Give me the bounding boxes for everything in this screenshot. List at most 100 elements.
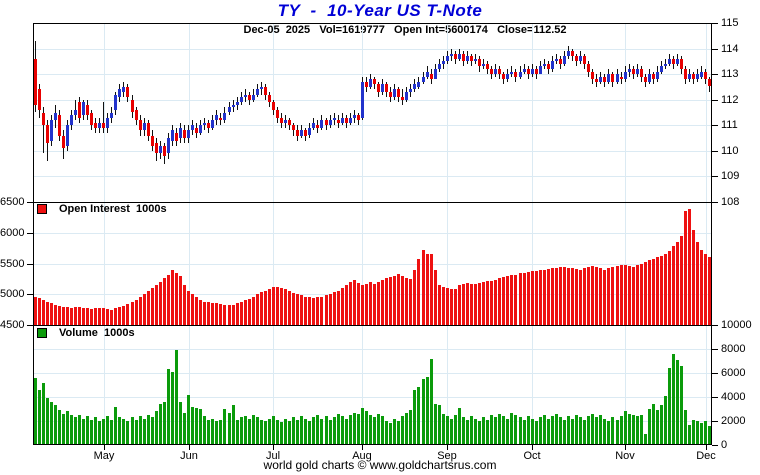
- oi-bar: [191, 294, 194, 325]
- candle-up: [523, 69, 526, 72]
- oi-bar: [219, 304, 222, 325]
- oi-bar: [551, 268, 554, 325]
- volume-bar: [531, 418, 534, 445]
- candle-up: [300, 130, 303, 136]
- open-interest-legend-swatch: [37, 204, 47, 214]
- oi-bar: [490, 280, 493, 325]
- volume-bar: [240, 417, 243, 445]
- candle-up: [664, 63, 667, 67]
- candle-down: [514, 71, 517, 77]
- oi-bar: [700, 249, 703, 325]
- candle-down: [385, 84, 388, 93]
- candle-down: [454, 53, 457, 59]
- oi-bar: [151, 288, 154, 325]
- candle-wick: [475, 53, 476, 64]
- candle-up: [361, 81, 364, 118]
- month-axis-label: Jun: [180, 450, 198, 462]
- candle-down: [131, 99, 134, 113]
- volume-bar: [82, 418, 85, 445]
- volume-bar: [688, 424, 691, 445]
- candle-up: [599, 76, 602, 82]
- oi-bar: [90, 309, 93, 325]
- volume-bar: [502, 416, 505, 445]
- oi-bar: [571, 268, 574, 325]
- volume-bar: [696, 421, 699, 445]
- volume-bar: [680, 365, 683, 445]
- volume-axis-tick: [712, 397, 718, 398]
- quote-info-line: Dec-05 2025 Vol=1619777 Open Int=5600174…: [243, 24, 567, 36]
- volume-bar: [203, 416, 206, 445]
- price-gridline: [33, 176, 712, 177]
- oi-bar: [288, 291, 291, 325]
- oi-bar: [628, 265, 631, 325]
- candle-down: [575, 56, 578, 62]
- oi-axis-tick: [27, 233, 33, 234]
- month-axis-label: Aug: [352, 450, 372, 462]
- volume-legend-swatch: [37, 328, 47, 338]
- candle-down: [591, 71, 594, 80]
- oi-bar: [236, 303, 239, 325]
- month-axis-tick: [273, 445, 274, 450]
- oi-bar: [163, 278, 166, 325]
- candle-down: [42, 112, 45, 126]
- oi-bar: [240, 301, 243, 325]
- volume-bar: [656, 410, 659, 445]
- volume-bar: [510, 412, 513, 445]
- month-axis-tick: [532, 445, 533, 450]
- volume-bar: [446, 416, 449, 445]
- volume-bar: [163, 401, 166, 445]
- price-axis-tick: [712, 23, 718, 24]
- oi-bar: [510, 275, 513, 325]
- oi-bar: [466, 283, 469, 325]
- volume-bar: [38, 389, 41, 445]
- oi-bar: [603, 269, 606, 325]
- price-axis-tick: [712, 100, 718, 101]
- volume-bar: [543, 415, 546, 445]
- open-interest-legend-label: Open Interest 1000s: [59, 203, 167, 215]
- candle-down: [535, 69, 538, 75]
- oi-bar: [329, 294, 332, 325]
- oi-bar: [183, 285, 186, 325]
- volume-bar: [312, 417, 315, 445]
- panel-separator: [33, 202, 712, 203]
- volume-bar: [450, 418, 453, 445]
- candle-down: [94, 122, 97, 128]
- candle-up: [434, 69, 437, 80]
- volume-bar: [195, 407, 198, 445]
- month-axis-tick: [447, 445, 448, 450]
- volume-bar: [571, 418, 574, 445]
- oi-bar: [397, 273, 400, 325]
- oi-bar: [664, 254, 667, 325]
- candle-down: [219, 117, 222, 121]
- candle-up: [656, 71, 659, 80]
- volume-bar: [700, 423, 703, 445]
- oi-bar: [680, 235, 683, 325]
- candle-up: [688, 74, 691, 80]
- volume-gridline: [33, 373, 712, 374]
- price-axis-label: 112: [721, 94, 739, 106]
- candle-down: [304, 130, 307, 136]
- month-axis-tick: [104, 445, 105, 450]
- volume-bar: [684, 410, 687, 445]
- oi-bar: [413, 269, 416, 325]
- month-gridline: [189, 23, 190, 445]
- candle-up: [660, 66, 663, 72]
- candle-wick: [556, 53, 557, 64]
- candle-up: [422, 76, 425, 82]
- candle-up: [551, 61, 554, 69]
- volume-bar: [708, 425, 711, 445]
- oi-gridline: [33, 233, 712, 234]
- candle-up: [519, 71, 522, 77]
- volume-axis-tick: [712, 421, 718, 422]
- candle-up: [494, 69, 497, 75]
- oi-bar: [42, 300, 45, 325]
- candle-up: [567, 51, 570, 57]
- oi-bar: [527, 272, 530, 325]
- oi-bar: [611, 267, 614, 325]
- oi-bar: [232, 304, 235, 325]
- oi-bar: [607, 268, 610, 325]
- candle-down: [175, 132, 178, 141]
- oi-bar: [640, 263, 643, 325]
- volume-axis-tick: [712, 445, 718, 446]
- oi-bar: [514, 274, 517, 325]
